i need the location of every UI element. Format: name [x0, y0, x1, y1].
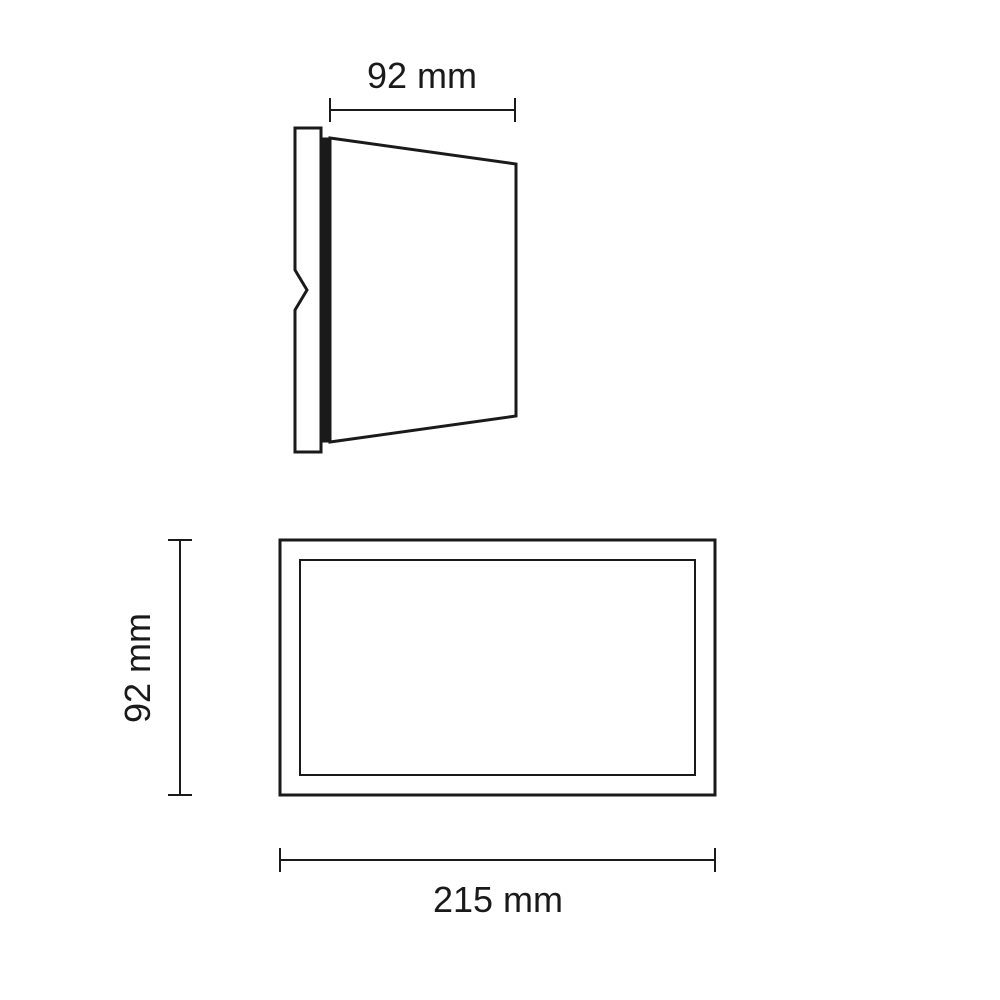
side-body: [330, 138, 516, 442]
front-outer-rect: [280, 540, 715, 795]
side-profile-view: [295, 128, 516, 452]
dimension-bottom-label: 215 mm: [433, 879, 563, 920]
dimension-top: 92 mm: [330, 55, 515, 122]
side-base-plate: [295, 128, 321, 452]
dimension-left: 92 mm: [117, 540, 192, 795]
dimension-left-label: 92 mm: [117, 613, 158, 723]
front-view: [280, 540, 715, 795]
front-inner-rect: [300, 560, 695, 775]
dimension-bottom: 215 mm: [280, 848, 715, 920]
dimension-top-label: 92 mm: [367, 55, 477, 96]
